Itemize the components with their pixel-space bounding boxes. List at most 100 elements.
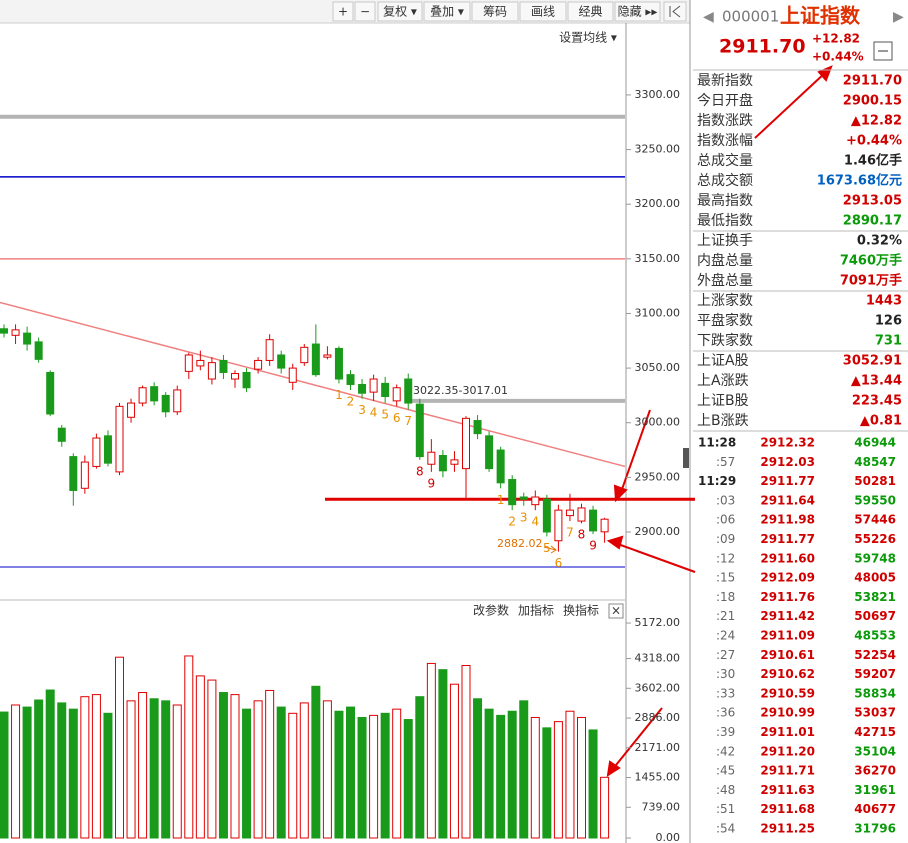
toolbar-button[interactable]	[614, 1, 661, 22]
candle-body	[219, 359, 228, 373]
volume-bar	[80, 696, 90, 839]
toolbar-label[interactable]: 画线	[531, 5, 555, 19]
candle-body	[519, 496, 528, 500]
stat-value: 0.32%	[857, 234, 902, 249]
volume-bar	[57, 702, 67, 839]
candle-body	[46, 371, 55, 415]
y-tick-label: 0.00	[656, 831, 681, 843]
collapse-handle[interactable]	[683, 448, 689, 468]
trade-volume: 50281	[854, 474, 896, 488]
toolbar-label[interactable]: 经典	[578, 5, 602, 19]
stat-label: 最高指数	[697, 192, 753, 209]
candle-body	[565, 509, 574, 517]
trade-price: 2911.63	[760, 783, 815, 797]
candle-body	[138, 387, 147, 404]
toolbar-label[interactable]: 复权 ▾	[383, 5, 417, 19]
close-box[interactable]	[608, 603, 624, 619]
volume-bar	[588, 729, 598, 839]
candle-body	[161, 394, 170, 413]
stat-value: 3052.91	[843, 354, 902, 369]
indicator-button[interactable]: ×	[611, 604, 621, 618]
arrow	[611, 707, 663, 771]
trade-volume: 42715	[854, 725, 896, 739]
volume-bar	[184, 655, 194, 839]
candle-body	[150, 386, 159, 402]
trade-time: :39	[716, 725, 735, 739]
trade-price: 2911.77	[760, 532, 815, 546]
candle-body	[600, 518, 609, 533]
setup-count: 7	[404, 414, 412, 428]
candle-body	[69, 456, 78, 491]
stat-label: 总成交额	[697, 172, 753, 189]
toolbar-label[interactable]: 叠加 ▾	[430, 5, 464, 19]
y-tick-label: 3150.00	[635, 252, 681, 265]
volume-bar	[507, 710, 517, 839]
stat-label: 上涨家数	[697, 292, 753, 309]
volume-bar	[265, 689, 275, 839]
candle-body	[92, 437, 101, 467]
toolbar-label[interactable]: −	[360, 5, 370, 19]
next-button[interactable]: ▶	[893, 9, 904, 25]
toolbar-label[interactable]: +	[338, 5, 348, 19]
trade-price: 2911.64	[760, 493, 815, 507]
candle-body	[0, 328, 8, 334]
volume-bar	[577, 716, 586, 839]
stat-value: ▲0.81	[860, 414, 902, 429]
volume-bar	[473, 698, 483, 839]
volume-bar	[380, 712, 390, 839]
toolbar-button[interactable]	[423, 1, 471, 22]
trend-line	[0, 301, 626, 468]
indicator-button[interactable]: 加指标	[518, 603, 554, 618]
candle-body	[242, 371, 251, 389]
ma-setting[interactable]: 设置均线 ▾	[559, 31, 617, 45]
trade-time: :48	[716, 783, 735, 797]
indicator-button[interactable]: 换指标	[563, 603, 599, 618]
toolbar-label[interactable]: 筹码	[483, 5, 507, 19]
collapse-icon	[669, 5, 681, 18]
stat-value: 2890.17	[843, 214, 902, 229]
stat-value: ▲13.44	[851, 374, 902, 389]
arrow	[614, 542, 696, 573]
volume-bar	[496, 714, 506, 839]
volume-bar	[126, 700, 136, 839]
change: +12.82	[812, 32, 860, 46]
candle-body	[288, 367, 297, 383]
arrow	[754, 71, 827, 139]
trade-price: 2911.25	[760, 822, 815, 836]
candle-body	[254, 359, 263, 370]
candle-body	[369, 378, 378, 393]
stat-value: 2913.05	[843, 194, 902, 209]
volume-bar	[22, 706, 32, 839]
trade-time: :27	[716, 648, 735, 662]
setup-count: 5	[381, 408, 389, 422]
toolbar-button[interactable]	[519, 1, 567, 22]
setup-count: 3	[520, 510, 528, 524]
toolbar-button[interactable]	[377, 1, 423, 22]
trade-time: 11:28	[698, 436, 736, 450]
candle-body	[496, 449, 505, 484]
toolbar-button[interactable]	[471, 1, 519, 22]
trade-volume: 46944	[854, 436, 896, 450]
trade-time: :21	[716, 609, 735, 623]
volume-bar	[91, 694, 101, 839]
candle-body	[127, 402, 136, 418]
toolbar-button[interactable]	[332, 1, 354, 22]
toolbar-button[interactable]	[663, 1, 687, 22]
trade-price: 2911.77	[760, 474, 815, 488]
toolbar-button[interactable]	[567, 1, 614, 22]
volume-bar	[426, 662, 436, 839]
y-tick-label: 3602.00	[635, 681, 681, 694]
toolbar-label[interactable]: 隐藏 ▸▸	[618, 5, 658, 19]
volume-bar	[103, 712, 113, 839]
annotation-arrow	[543, 545, 557, 554]
trade-volume: 52254	[854, 648, 896, 662]
stat-label: 外盘总量	[697, 272, 753, 289]
candle-body	[277, 354, 286, 369]
indicator-button[interactable]: 改参数	[473, 603, 509, 618]
toolbar-button[interactable]	[354, 1, 376, 22]
candle-body	[323, 354, 332, 358]
candle-body	[11, 329, 20, 336]
candle-body	[554, 509, 563, 542]
volume-bar	[449, 683, 459, 839]
prev-button[interactable]: ◀	[703, 9, 714, 25]
